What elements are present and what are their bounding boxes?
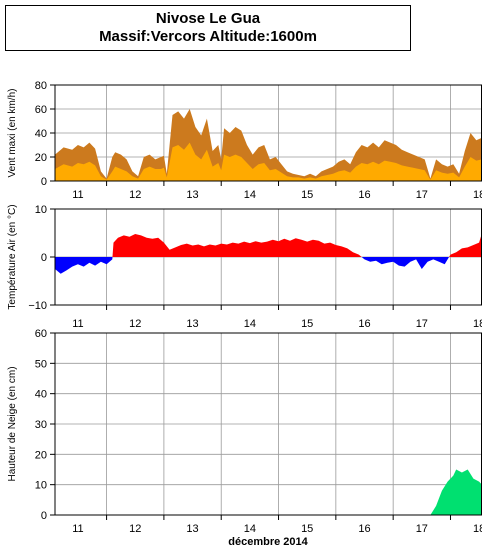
- y-tick-label: 30: [35, 419, 47, 431]
- y-tick-label: 20: [35, 449, 47, 461]
- x-day-label: 12: [129, 189, 141, 201]
- temperature-chart: −10 0 10 11 12 13 14 15 16 17 18 Température Air (e…: [7, 204, 482, 330]
- x-day-label: 12: [129, 523, 141, 535]
- x-day-label: 13: [186, 523, 198, 535]
- y-tick-label: −10: [28, 300, 47, 312]
- y-axis-title: Hauteur de Neige (en cm): [7, 366, 18, 481]
- wind-chart: 0 20 40 60 80 11 12 13 14 15 16 17 18 Vent maxi (en k…: [7, 80, 482, 201]
- temperature-negative-area: [55, 257, 482, 274]
- y-tick-label: 40: [35, 389, 47, 401]
- x-day-label: 11: [72, 189, 83, 201]
- temperature-positive-area: [55, 233, 482, 257]
- x-day-label: 17: [416, 318, 428, 330]
- x-day-label: 15: [301, 318, 313, 330]
- y-tick-label: 0: [41, 252, 47, 264]
- x-day-label: 14: [244, 523, 256, 535]
- chart-title-box: Nivose Le Gua Massif:Vercors Altitude:16…: [5, 5, 411, 51]
- y-tick-label: 60: [35, 328, 47, 340]
- y-tick-label: 10: [35, 204, 47, 216]
- massif-altitude-title: Massif:Vercors Altitude:1600m: [99, 28, 317, 45]
- y-tick-label: 0: [41, 510, 47, 522]
- x-day-label: 11: [72, 318, 83, 330]
- x-day-label: 13: [186, 318, 198, 330]
- station-title: Nivose Le Gua: [155, 10, 261, 27]
- x-day-label: 18: [473, 318, 482, 330]
- x-day-label: 14: [244, 318, 256, 330]
- snow-depth-area: [55, 469, 482, 515]
- x-day-label: 14: [244, 189, 256, 201]
- x-day-label: 16: [358, 318, 370, 330]
- y-axis-title: Vent maxi (en km/h): [7, 89, 18, 178]
- y-tick-label: 0: [41, 176, 47, 188]
- y-tick-label: 40: [35, 128, 47, 140]
- x-day-label: 18: [473, 523, 482, 535]
- x-day-label: 16: [358, 189, 370, 201]
- snow-depth-chart: 0 10 20 30 40 50 60 11 12 13 14 15 16 17 18 Hauteur de …: [7, 328, 482, 535]
- y-axis-title: Température Air (en °C): [7, 204, 18, 309]
- x-day-label: 17: [416, 189, 428, 201]
- y-tick-label: 80: [35, 80, 47, 92]
- x-day-label: 11: [72, 523, 83, 535]
- x-day-label: 18: [473, 189, 482, 201]
- y-tick-label: 60: [35, 104, 47, 116]
- x-day-label: 15: [301, 523, 313, 535]
- series-mean-wind-area: [55, 142, 482, 181]
- x-day-label: 13: [186, 189, 198, 201]
- x-day-label: 17: [416, 523, 428, 535]
- x-axis-label: décembre 2014: [228, 536, 308, 547]
- x-day-label: 16: [358, 523, 370, 535]
- x-day-label: 12: [129, 318, 141, 330]
- y-tick-label: 20: [35, 152, 47, 164]
- y-tick-label: 10: [35, 480, 47, 492]
- x-day-label: 15: [301, 189, 313, 201]
- y-tick-label: 50: [35, 358, 47, 370]
